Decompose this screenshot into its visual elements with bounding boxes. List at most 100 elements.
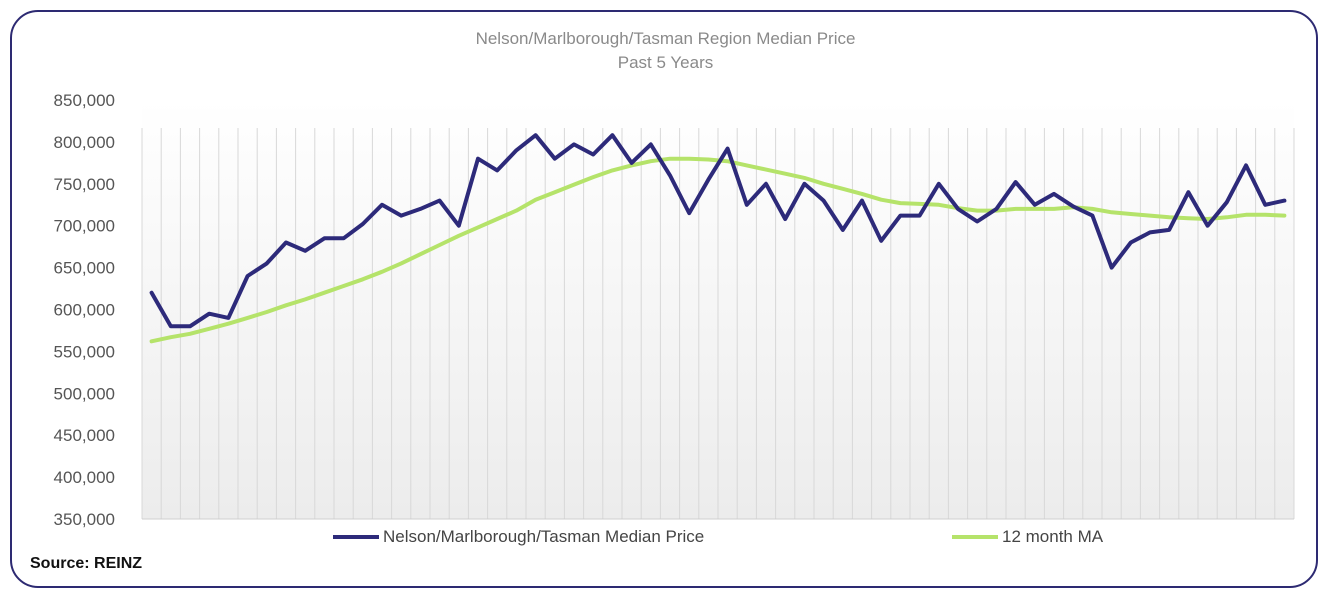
legend-swatch-ma (952, 535, 998, 539)
y-tick-label: 850,000 (54, 91, 115, 110)
ma-point (265, 310, 269, 314)
median-point (1225, 200, 1229, 204)
median-point (1090, 214, 1094, 218)
ma-point (1033, 207, 1037, 211)
median-point (956, 207, 960, 211)
ma-point (687, 157, 691, 161)
ma-point (591, 175, 595, 179)
ma-point (514, 209, 519, 213)
ma-point (1129, 212, 1133, 216)
ma-point (1090, 207, 1094, 211)
median-point (361, 222, 365, 226)
median-point (534, 133, 538, 137)
legend: Nelson/Marlborough/Tasman Median Price 1… (0, 525, 1331, 549)
legend-item-median: Nelson/Marlborough/Tasman Median Price (333, 525, 704, 549)
median-point (591, 152, 595, 157)
ma-point (1052, 207, 1056, 211)
median-point (822, 198, 826, 203)
ma-point (361, 277, 365, 281)
legend-item-ma: 12 month MA (952, 525, 1103, 549)
ma-point (399, 261, 403, 266)
ma-point (246, 316, 250, 320)
median-point (303, 249, 307, 253)
ma-point (860, 192, 864, 196)
ma-point (342, 284, 346, 288)
ma-point (1148, 214, 1152, 218)
ma-point (745, 163, 749, 167)
median-point (706, 178, 711, 182)
legend-label-median: Nelson/Marlborough/Tasman Median Price (383, 527, 705, 546)
median-point (1129, 240, 1133, 245)
median-point (898, 214, 903, 218)
median-point (937, 182, 941, 186)
ma-point (610, 168, 615, 172)
median-point (860, 198, 864, 203)
ma-point (706, 157, 711, 162)
median-point (745, 203, 749, 207)
ma-point (1263, 213, 1267, 217)
ma-point (495, 217, 499, 221)
ma-point (1244, 213, 1248, 217)
median-point (1071, 204, 1075, 209)
median-point (207, 312, 211, 316)
y-tick-label: 800,000 (54, 133, 115, 152)
ma-point (553, 190, 557, 194)
ma-point (1110, 210, 1114, 214)
median-point (169, 324, 173, 328)
ma-point (764, 167, 768, 172)
ma-point (726, 159, 730, 163)
median-point (457, 224, 461, 228)
ma-point (841, 187, 845, 191)
chart-title: Nelson/Marlborough/Tasman Region Median … (475, 29, 856, 48)
ma-point (226, 322, 230, 326)
median-point (1052, 192, 1056, 196)
ma-point (150, 339, 154, 343)
ma-point (188, 332, 192, 336)
y-tick-label: 500,000 (54, 384, 115, 403)
median-point (514, 148, 519, 152)
median-point (399, 214, 403, 218)
median-point (1033, 203, 1037, 207)
y-tick-label: 550,000 (54, 342, 115, 361)
ma-point (380, 270, 384, 274)
median-point (265, 261, 269, 266)
ma-point (822, 182, 826, 186)
y-tick-label: 350,000 (54, 510, 115, 529)
median-point (438, 198, 442, 203)
ma-point (169, 335, 173, 339)
median-point (342, 236, 346, 240)
y-tick-label: 450,000 (54, 426, 115, 445)
ma-point (303, 297, 307, 302)
median-point (1206, 224, 1210, 228)
legend-swatch-median (333, 535, 379, 539)
ma-point (457, 234, 461, 238)
median-point (726, 147, 730, 151)
median-point (1167, 228, 1171, 232)
ma-point (1206, 217, 1210, 221)
ma-point (879, 198, 883, 202)
median-point (975, 219, 979, 224)
ma-point (418, 252, 422, 256)
median-point (802, 182, 807, 186)
median-point (668, 173, 672, 178)
y-tick-label: 400,000 (54, 468, 115, 487)
median-point (572, 142, 576, 147)
ma-point (1282, 214, 1286, 218)
ma-point (1186, 216, 1190, 220)
source-note: Source: REINZ (30, 555, 143, 572)
ma-point (649, 159, 653, 163)
median-point (322, 236, 326, 240)
median-point (764, 182, 768, 186)
median-point (284, 240, 288, 245)
median-point (226, 316, 230, 320)
median-point (1263, 203, 1267, 207)
median-point (1014, 180, 1018, 184)
median-point (553, 157, 557, 161)
median-point (476, 157, 480, 161)
ma-point (534, 198, 538, 202)
ma-point (1014, 207, 1018, 211)
median-point (495, 168, 499, 172)
ma-point (572, 183, 576, 187)
ma-point (1167, 215, 1171, 219)
ma-point (783, 172, 787, 176)
